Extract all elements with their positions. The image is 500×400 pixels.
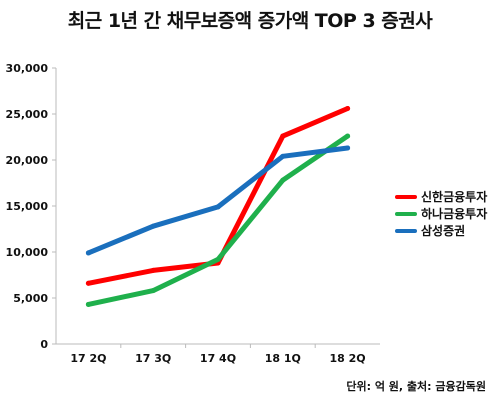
data-point xyxy=(215,256,221,262)
data-point xyxy=(345,145,351,151)
source-note: 단위: 억 원, 출처: 금융감독원 xyxy=(346,380,486,393)
legend: 신한금융투자 하나금융투자 삼성증권 xyxy=(395,188,487,239)
data-point xyxy=(85,280,91,286)
legend-label-samsung: 삼성증권 xyxy=(421,224,466,238)
x-tick-label: 18 2Q xyxy=(330,352,366,365)
y-tick-label: 5,000 xyxy=(13,292,48,305)
x-tick-label: 17 3Q xyxy=(135,352,171,365)
legend-label-shinhan: 신한금융투자 xyxy=(421,190,488,204)
y-tick-label: 25,000 xyxy=(6,108,49,121)
legend-item-samsung: 삼성증권 xyxy=(395,222,487,239)
chart-title: 최근 1년 간 채무보증액 증가액 TOP 3 증권사 xyxy=(67,10,433,32)
x-tick-label: 18 1Q xyxy=(265,352,301,365)
data-point xyxy=(345,133,351,139)
y-axis-ticks: 0 5,000 10,000 15,000 20,000 25,000 30,000 xyxy=(6,62,56,351)
series-lines xyxy=(85,105,351,307)
x-tick-label: 17 2Q xyxy=(70,352,106,365)
data-point xyxy=(280,133,286,139)
y-tick-label: 0 xyxy=(40,338,48,351)
legend-item-hana: 하나금융투자 xyxy=(395,205,487,222)
data-point xyxy=(345,105,351,111)
data-point xyxy=(150,267,156,273)
series-line-1 xyxy=(85,133,351,307)
y-tick-label: 10,000 xyxy=(6,246,49,259)
data-point xyxy=(280,177,286,183)
y-tick-label: 30,000 xyxy=(6,62,49,75)
legend-swatch-hana xyxy=(395,211,417,216)
legend-item-shinhan: 신한금융투자 xyxy=(395,188,487,205)
x-tick-label: 17 4Q xyxy=(200,352,236,365)
legend-label-hana: 하나금융투자 xyxy=(421,207,488,221)
data-point xyxy=(85,250,91,256)
y-tick-label: 20,000 xyxy=(6,154,49,167)
y-tick-label: 15,000 xyxy=(6,200,49,213)
data-point xyxy=(215,204,221,210)
data-point xyxy=(150,288,156,294)
legend-swatch-samsung xyxy=(395,228,417,233)
x-axis-ticks: 17 2Q 17 3Q 17 4Q 18 1Q 18 2Q xyxy=(70,344,366,365)
legend-swatch-shinhan xyxy=(395,194,417,199)
data-point xyxy=(85,301,91,307)
data-point xyxy=(280,153,286,159)
data-point xyxy=(150,223,156,229)
